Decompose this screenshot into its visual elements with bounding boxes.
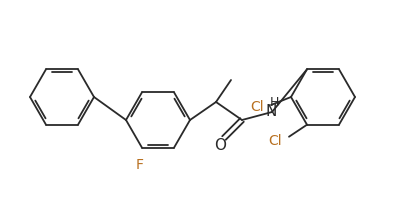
Text: F: F bbox=[136, 158, 144, 172]
Text: Cl: Cl bbox=[250, 100, 264, 114]
Text: Cl: Cl bbox=[268, 134, 282, 148]
Text: H: H bbox=[269, 96, 279, 108]
Text: O: O bbox=[214, 139, 226, 154]
Text: N: N bbox=[265, 103, 277, 119]
